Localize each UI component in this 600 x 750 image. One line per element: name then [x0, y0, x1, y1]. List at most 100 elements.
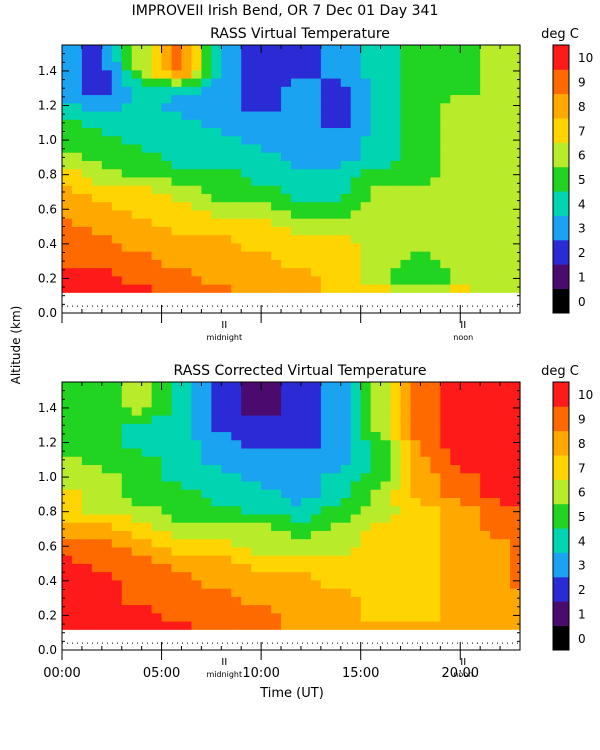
- heatmap-cell: [261, 94, 272, 104]
- heatmap-cell: [101, 77, 113, 87]
- heatmap-cell: [281, 135, 292, 145]
- heatmap-cell: [350, 201, 362, 211]
- heatmap-cell: [111, 61, 123, 71]
- heatmap-cell: [121, 596, 133, 606]
- heatmap-cell: [91, 53, 103, 63]
- heatmap-cell: [350, 102, 362, 112]
- heatmap-cell: [191, 456, 202, 466]
- heatmap-cell: [71, 612, 83, 622]
- heatmap-cell: [62, 275, 73, 285]
- heatmap-cell: [460, 480, 471, 490]
- heatmap-cell: [141, 259, 153, 269]
- heatmap-cell: [310, 588, 322, 597]
- heatmap-cell: [91, 110, 103, 120]
- heatmap-cell: [350, 135, 362, 145]
- heatmap-cell: [291, 275, 302, 285]
- heatmap-cell: [291, 571, 302, 581]
- heatmap-cell: [450, 571, 461, 581]
- heatmap-cell: [510, 69, 521, 79]
- heatmap-cell: [450, 45, 461, 54]
- heatmap-cell: [410, 480, 422, 490]
- heatmap-cell: [310, 480, 322, 490]
- heatmap-cell: [360, 555, 372, 564]
- heatmap-cell: [201, 456, 212, 466]
- heatmap-cell: [191, 439, 202, 449]
- heatmap-cell: [490, 94, 501, 104]
- heatmap-cell: [300, 579, 312, 589]
- heatmap-cell: [300, 259, 312, 269]
- heatmap-cell: [111, 135, 123, 145]
- heatmap-cell: [510, 61, 521, 71]
- heatmap-cell: [211, 61, 222, 71]
- heatmap-cell: [101, 555, 113, 564]
- heatmap-cell: [111, 546, 123, 556]
- heatmap-cell: [141, 143, 153, 153]
- heatmap-cell: [111, 77, 123, 87]
- heatmap-cell: [330, 61, 342, 71]
- heatmap-cell: [460, 284, 471, 293]
- heatmap-cell: [191, 596, 202, 606]
- heatmap-cell: [231, 135, 242, 145]
- heatmap-cell: [330, 152, 342, 161]
- heatmap-cell: [181, 390, 193, 400]
- heatmap-cell: [121, 143, 133, 153]
- heatmap-cell: [211, 160, 222, 170]
- heatmap-cell: [500, 53, 511, 63]
- heatmap-cell: [291, 505, 302, 515]
- heatmap-cell: [410, 267, 422, 277]
- heatmap-cell: [81, 530, 93, 540]
- heatmap-cell: [410, 251, 422, 260]
- colorbar-tick-label: 8: [578, 437, 586, 451]
- heatmap-cell: [281, 538, 292, 548]
- heatmap-cell: [460, 218, 471, 227]
- heatmap-cell: [131, 497, 143, 507]
- heatmap-cell: [261, 579, 272, 589]
- heatmap-cell: [320, 193, 332, 203]
- heatmap-cell: [231, 45, 242, 54]
- heatmap-cell: [91, 218, 103, 227]
- colorbar-swatch: [553, 215, 569, 241]
- heatmap-cell: [281, 472, 292, 482]
- heatmap-cell: [291, 251, 302, 260]
- heatmap-cell: [171, 209, 183, 219]
- heatmap-cell: [161, 275, 173, 285]
- heatmap-cell: [320, 563, 332, 573]
- heatmap-cell: [380, 596, 392, 606]
- heatmap-cell: [291, 513, 302, 523]
- heatmap-cell: [131, 480, 143, 490]
- heatmap-cell: [340, 497, 352, 507]
- heatmap-cell: [450, 423, 461, 433]
- heatmap-cell: [141, 135, 153, 145]
- heatmap-cell: [271, 596, 282, 606]
- heatmap-cell: [271, 414, 282, 424]
- heatmap-cell: [81, 505, 93, 515]
- x-axis: 00:00 05:00 10:00 15:00 20:00: [43, 382, 521, 681]
- heatmap-cell: [410, 390, 422, 400]
- heatmap-cell: [81, 86, 93, 96]
- heatmap-cell: [271, 135, 282, 145]
- heatmap-cell: [310, 226, 322, 236]
- heatmap-cell: [171, 176, 183, 186]
- heatmap-cell: [151, 588, 163, 597]
- heatmap-cell: [191, 522, 202, 531]
- heatmap-cell: [500, 45, 511, 54]
- heatmap-cell: [62, 505, 73, 515]
- heatmap-cell: [211, 505, 222, 515]
- heatmap-cell: [420, 275, 431, 285]
- heatmap-cell: [291, 414, 302, 424]
- heatmap-cell: [161, 604, 173, 614]
- heatmap-cell: [131, 176, 143, 186]
- heatmap-cell: [171, 390, 183, 400]
- heatmap-cell: [510, 168, 521, 178]
- heatmap-cell: [261, 119, 272, 129]
- heatmap-cell: [221, 267, 232, 277]
- heatmap-cell: [241, 538, 252, 548]
- heatmap-cell: [370, 135, 382, 145]
- heatmap-cell: [181, 447, 193, 457]
- heatmap-cell: [121, 119, 133, 129]
- heatmap-cell: [221, 456, 232, 466]
- heatmap-cell: [390, 414, 402, 424]
- heatmap-cell: [111, 431, 123, 441]
- heatmap-cell: [251, 546, 262, 556]
- heatmap-cell: [271, 102, 282, 112]
